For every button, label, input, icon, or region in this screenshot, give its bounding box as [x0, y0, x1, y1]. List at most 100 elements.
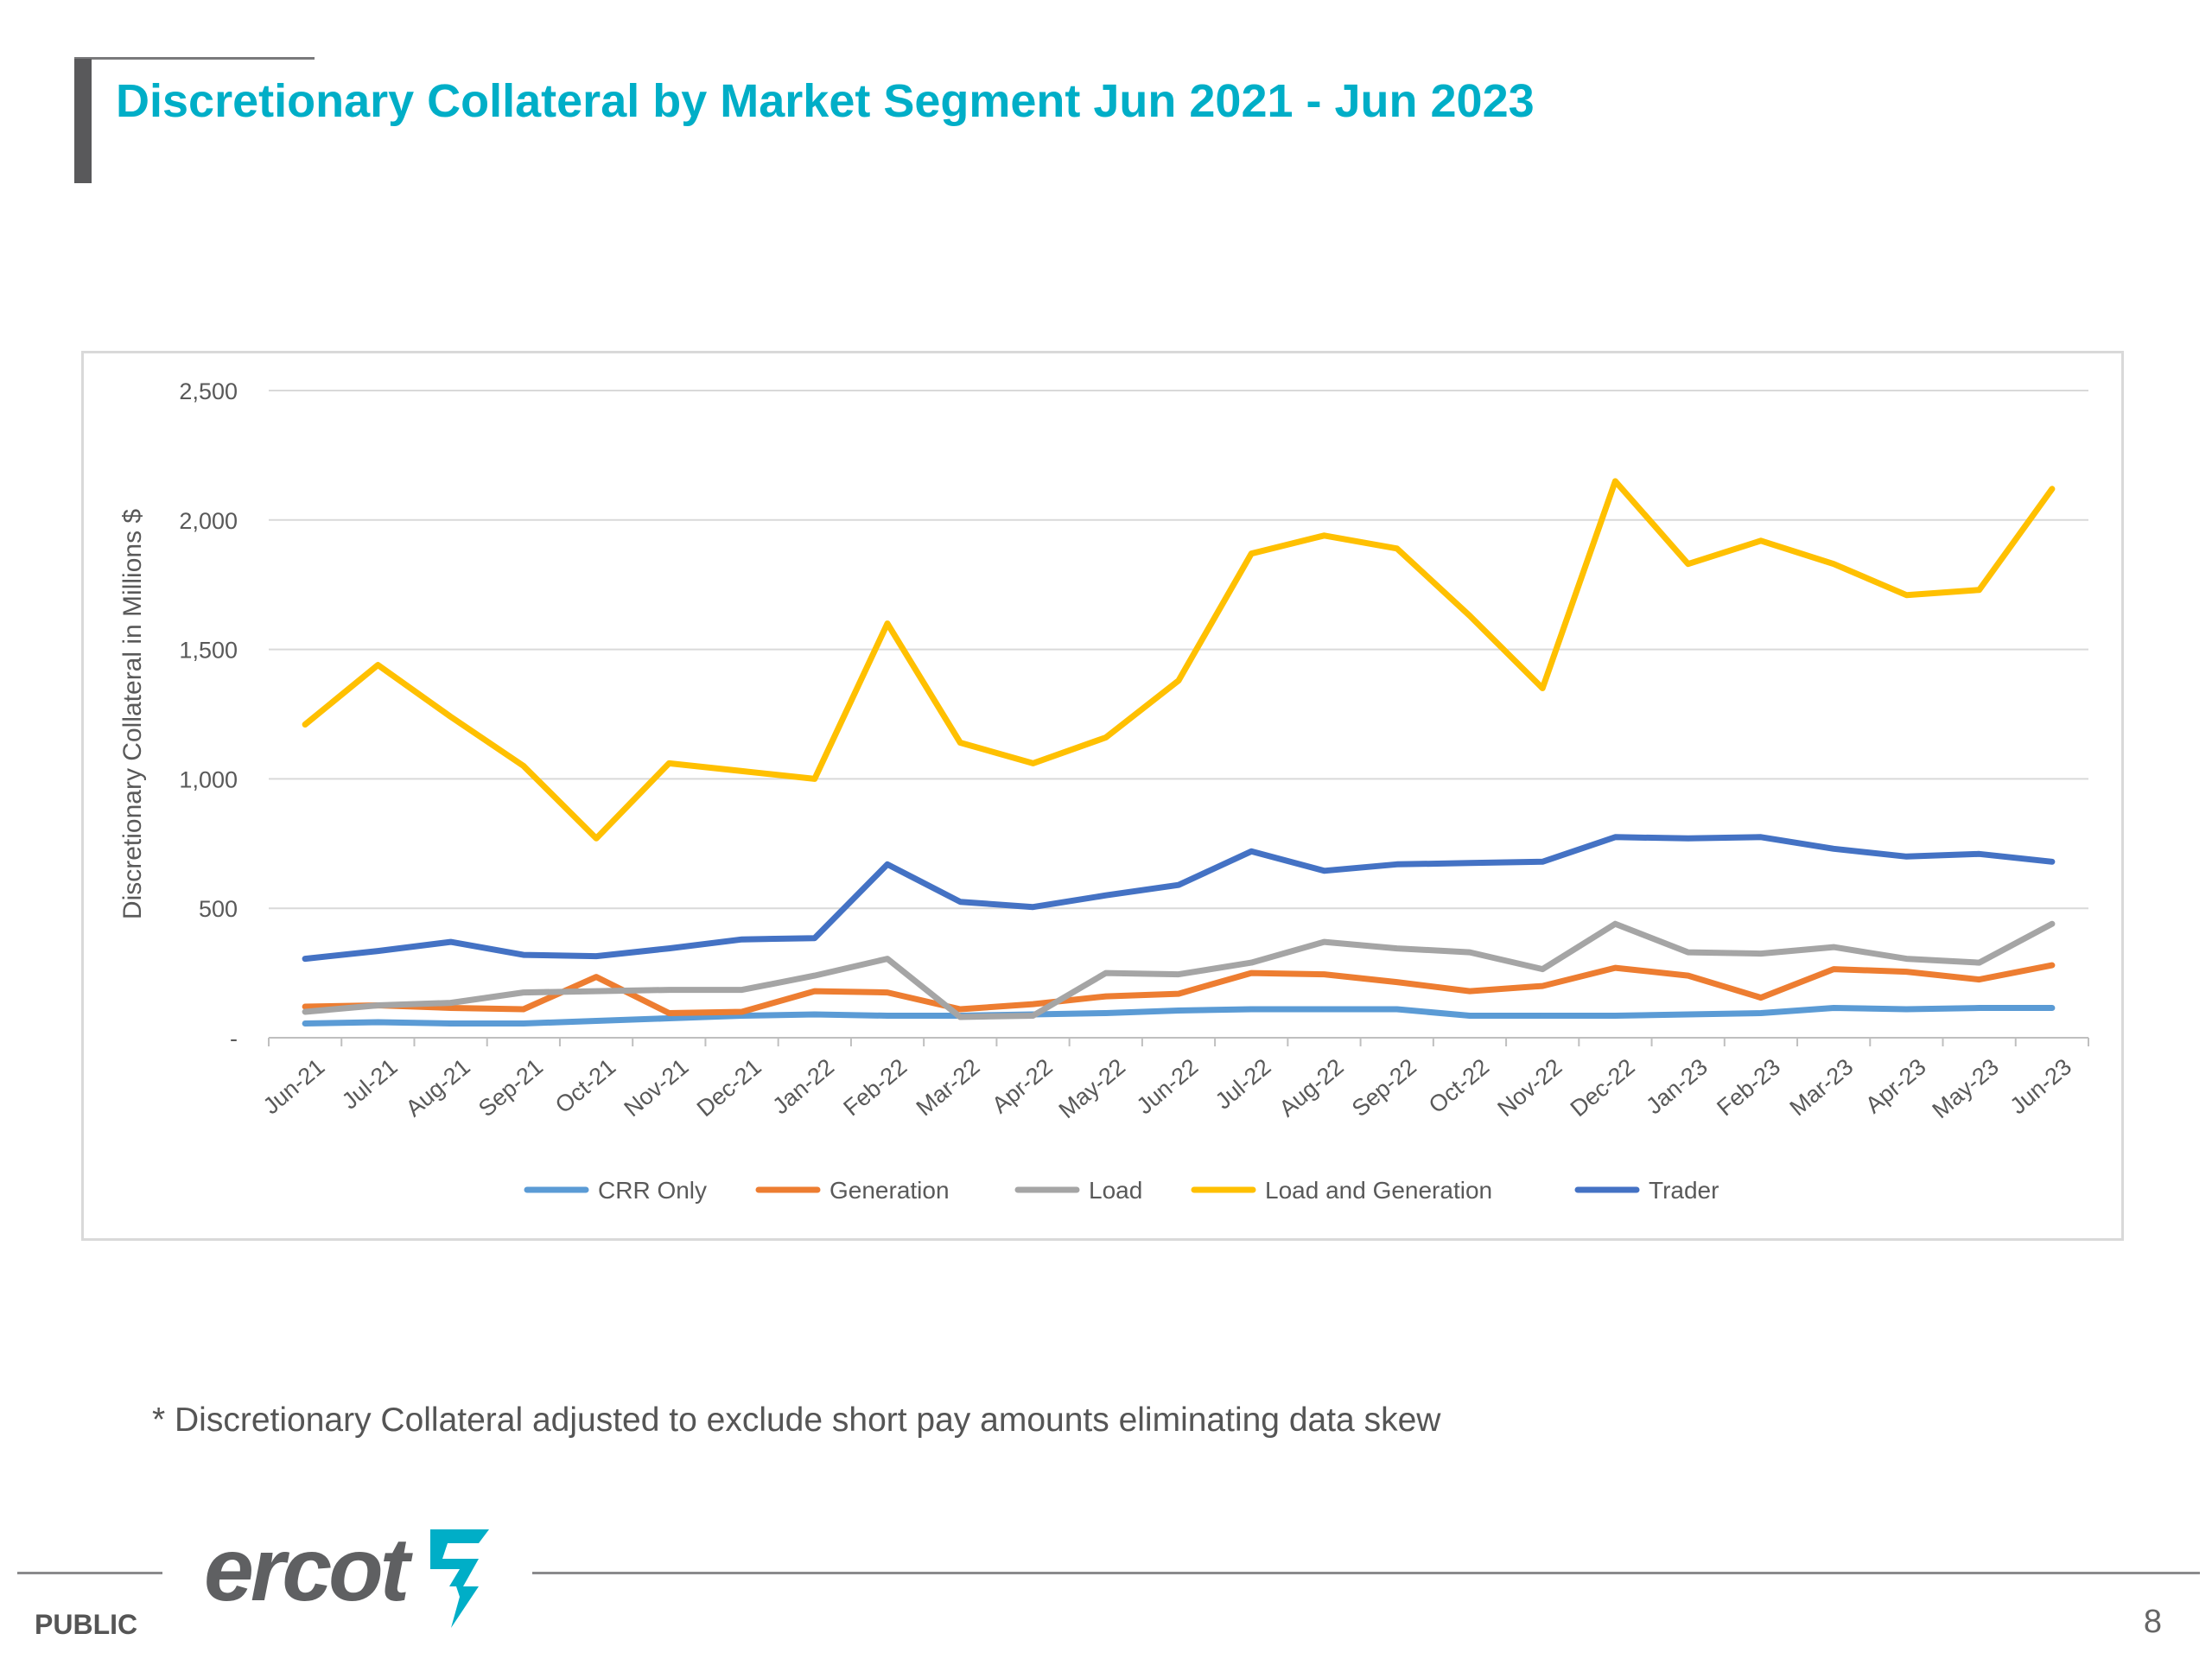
data-point-crr-only — [1758, 1010, 1764, 1016]
x-tick-label: Feb-23 — [1712, 1053, 1785, 1121]
data-point-trader — [811, 935, 817, 941]
data-point-load — [1103, 970, 1109, 976]
data-point-generation — [811, 988, 817, 995]
series-line-load-and-generation — [302, 478, 2056, 842]
data-point-load — [1249, 960, 1255, 966]
data-point-load-and-generation — [1103, 734, 1109, 741]
data-point-trader — [885, 861, 891, 868]
data-point-load-and-generation — [1321, 532, 1327, 538]
data-point-load — [739, 987, 745, 993]
x-tick-label: Oct-22 — [1424, 1053, 1494, 1118]
data-point-trader — [1612, 834, 1618, 840]
data-point-load — [1612, 921, 1618, 927]
data-point-load-and-generation — [885, 620, 891, 626]
data-point-crr-only — [1976, 1005, 1982, 1011]
data-point-crr-only — [811, 1012, 817, 1018]
x-tick-label: Jul-21 — [337, 1053, 403, 1114]
data-point-trader — [2049, 859, 2055, 865]
data-point-load-and-generation — [520, 763, 526, 769]
data-point-trader — [1030, 904, 1036, 910]
x-tick-label: Sep-21 — [474, 1053, 548, 1122]
data-point-generation — [1103, 994, 1109, 1000]
data-point-load-and-generation — [1466, 613, 1472, 619]
data-point-load — [448, 1000, 454, 1006]
footnote: * Discretionary Collateral adjusted to e… — [152, 1402, 1441, 1439]
series-line-load — [302, 920, 2056, 1020]
data-point-generation — [1976, 976, 1982, 982]
data-point-crr-only — [1394, 1007, 1400, 1013]
page-number: 8 — [2143, 1604, 2162, 1640]
classification-label: PUBLIC — [35, 1609, 138, 1640]
x-tick-label: Feb-22 — [838, 1053, 912, 1121]
data-point-crr-only — [1685, 1012, 1691, 1018]
data-point-trader — [1466, 860, 1472, 866]
data-point-trader — [1685, 836, 1691, 842]
data-point-generation — [1612, 965, 1618, 971]
x-tick-label: Aug-22 — [1274, 1053, 1349, 1122]
data-point-crr-only — [2049, 1005, 2055, 1011]
data-point-generation — [1758, 995, 1764, 1001]
data-point-crr-only — [666, 1015, 672, 1021]
data-point-crr-only — [1466, 1013, 1472, 1019]
x-tick-label: May-23 — [1928, 1053, 2004, 1123]
data-point-load — [1466, 950, 1472, 956]
data-point-load — [302, 1009, 308, 1015]
data-point-generation — [302, 1004, 308, 1010]
x-tick-label: Dec-22 — [1566, 1053, 1640, 1122]
data-point-generation — [885, 989, 891, 995]
data-point-load-and-generation — [1612, 478, 1618, 484]
data-point-load — [1758, 950, 1764, 957]
data-point-trader — [1249, 849, 1255, 855]
data-point-trader — [1976, 851, 1982, 857]
x-tick-label: May-22 — [1054, 1053, 1130, 1123]
footer-divider-right — [532, 1572, 2200, 1574]
x-tick-label: Mar-23 — [1785, 1053, 1859, 1121]
data-point-load — [1685, 950, 1691, 956]
data-point-load — [811, 973, 817, 979]
x-tick-label: Aug-21 — [401, 1053, 475, 1122]
data-point-load — [1831, 944, 1837, 950]
data-point-load-and-generation — [375, 662, 381, 668]
data-point-crr-only — [1103, 1010, 1109, 1016]
data-point-trader — [1103, 893, 1109, 899]
data-point-load-and-generation — [1540, 685, 1546, 691]
data-point-load-and-generation — [1976, 587, 1982, 593]
y-tick-label: 1,000 — [179, 766, 238, 792]
x-tick-label: Apr-23 — [1860, 1053, 1930, 1118]
y-tick-label: 500 — [199, 896, 238, 922]
svg-text:ercot: ercot — [204, 1520, 414, 1620]
data-point-load — [375, 1002, 381, 1008]
data-point-load-and-generation — [739, 768, 745, 774]
data-point-load-and-generation — [594, 836, 600, 842]
data-point-load-and-generation — [1249, 550, 1255, 556]
data-point-generation — [957, 1007, 963, 1013]
data-point-trader — [1904, 854, 1910, 860]
data-point-trader — [957, 899, 963, 905]
data-point-generation — [2049, 963, 2055, 969]
data-point-load — [520, 989, 526, 995]
x-tick-label: Oct-21 — [550, 1053, 620, 1118]
data-point-crr-only — [1904, 1007, 1910, 1013]
data-point-generation — [594, 974, 600, 980]
data-point-trader — [520, 952, 526, 958]
data-point-load — [1540, 966, 1546, 972]
title-rule — [74, 57, 315, 60]
data-point-trader — [448, 939, 454, 945]
data-point-load-and-generation — [1904, 592, 1910, 598]
y-tick-label: 1,500 — [179, 638, 238, 664]
x-tick-label: Mar-22 — [912, 1053, 985, 1121]
data-point-trader — [739, 937, 745, 943]
data-point-load — [885, 956, 891, 962]
data-point-crr-only — [1321, 1007, 1327, 1013]
legend-label: Load and Generation — [1265, 1177, 1492, 1204]
legend-label: Generation — [830, 1177, 950, 1204]
data-point-trader — [666, 945, 672, 951]
data-point-load-and-generation — [811, 776, 817, 782]
data-point-crr-only — [1612, 1013, 1618, 1019]
data-point-crr-only — [885, 1013, 891, 1019]
data-point-load-and-generation — [1394, 545, 1400, 551]
data-point-trader — [594, 953, 600, 959]
data-point-crr-only — [1831, 1005, 1837, 1011]
data-point-trader — [1540, 859, 1546, 865]
